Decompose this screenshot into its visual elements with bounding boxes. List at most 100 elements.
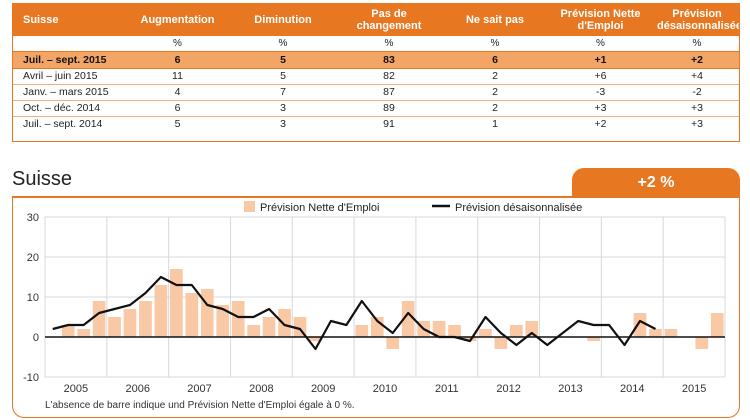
x-tick-label: 2013 (558, 383, 582, 395)
bar (587, 337, 600, 341)
legend-bar-swatch (244, 201, 255, 212)
cell-no-change: 87 (336, 84, 442, 101)
cell-increase: 6 (125, 51, 230, 69)
bar (200, 289, 214, 337)
row-label: Juil. – sept. 2014 (23, 118, 103, 131)
header-dont-know: Ne sait pas (442, 3, 548, 36)
header-country: Suisse (13, 3, 125, 36)
bar (710, 313, 724, 337)
legend-bar-label: Prévision Nette d'Emploi (260, 202, 380, 214)
row-label: Janv. – mars 2015 (13, 84, 125, 101)
unit-cell: % (125, 36, 230, 52)
bar (355, 325, 369, 337)
header-increase: Augmentation (125, 3, 230, 36)
cell-dont-know: 6 (442, 51, 548, 69)
row-label: Juil. – sept. 2015 (13, 51, 125, 69)
cell-increase: 6 (125, 100, 230, 117)
unit-cell: % (230, 36, 336, 52)
y-tick-label: 20 (27, 252, 39, 264)
unit-cell (13, 36, 125, 52)
cell-increase: 4 (125, 84, 230, 101)
bar (139, 301, 152, 337)
row-label: Avril – juin 2015 (13, 68, 125, 85)
unit-cell: % (442, 36, 548, 52)
bar (61, 325, 75, 337)
cell-no-change: 91 (383, 118, 395, 131)
table-row: Juil. – sept. 2014 5 3 91 1 +2 +3 (13, 116, 739, 132)
unit-cell: % (653, 36, 739, 52)
table-row: Avril – juin 2015 11 5 82 2 +6 +4 (13, 68, 739, 85)
bar (231, 301, 245, 337)
y-tick-label: 30 (27, 212, 39, 224)
bar (510, 325, 523, 337)
table-row-current: Juil. – sept. 2015 6 5 83 6 +1 +2 (13, 51, 739, 69)
x-tick-label: 2005 (64, 383, 88, 395)
cell-net-forecast: +2 (594, 118, 607, 131)
bar (525, 321, 539, 337)
cell-decrease: 5 (230, 68, 336, 85)
forecast-table: Suisse Augmentation Diminution Pas de ch… (12, 3, 740, 142)
bar (664, 329, 678, 337)
cell-dont-know: 2 (442, 100, 548, 117)
bar (108, 317, 121, 337)
x-tick-label: 2014 (620, 383, 644, 395)
bar (432, 321, 446, 337)
bar (154, 285, 168, 337)
bar (170, 269, 183, 337)
x-tick-label: 2008 (249, 383, 273, 395)
cell-seasonally-adjusted: +3 (691, 118, 703, 131)
cell-net-forecast: +6 (548, 68, 653, 85)
cell-decrease: 3 (230, 100, 336, 117)
title-underline (12, 196, 572, 198)
cell-seasonally-adjusted: +3 (653, 100, 739, 117)
unit-cell: % (336, 36, 442, 52)
cell-decrease: 3 (280, 118, 286, 131)
bar (262, 317, 276, 337)
bar (370, 317, 384, 337)
bar (216, 305, 230, 337)
x-tick-label: 2015 (682, 383, 706, 395)
x-tick-label: 2009 (311, 383, 335, 395)
row-label: Oct. – déc. 2014 (13, 100, 125, 117)
cell-no-change: 89 (336, 100, 442, 117)
unit-cell: % (548, 36, 653, 52)
cell-seasonally-adjusted: -2 (653, 84, 739, 101)
header-no-change: Pas de changement (336, 3, 442, 36)
country-title: Suisse (12, 168, 73, 190)
x-tick-label: 2011 (435, 383, 459, 395)
x-tick-label: 2010 (373, 383, 397, 395)
bar (386, 337, 400, 349)
cell-no-change: 83 (336, 51, 442, 69)
cell-decrease: 5 (230, 51, 336, 69)
bar (77, 329, 90, 337)
forecast-badge: +2 % (572, 168, 740, 198)
legend-line-label: Prévision désaisonnalisée (455, 202, 582, 214)
seasonally-adjusted-line (52, 275, 657, 351)
bar (494, 337, 508, 349)
header-net-forecast: Prévision Nette d'Emploi (548, 3, 653, 36)
bar (695, 337, 709, 349)
cell-no-change: 82 (336, 68, 442, 85)
bar (309, 337, 322, 341)
cell-dont-know: 2 (442, 84, 548, 101)
cell-increase: 11 (125, 68, 230, 85)
y-tick-label: 0 (33, 332, 39, 344)
x-tick-label: 2007 (187, 383, 211, 395)
table-row: Janv. – mars 2015 4 7 87 2 -3 -2 (13, 84, 739, 101)
cell-increase: 5 (174, 118, 181, 131)
x-tick-label: 2012 (496, 383, 520, 395)
bar (247, 325, 260, 337)
table-row: Oct. – déc. 2014 6 3 89 2 +3 +3 (13, 100, 739, 117)
bar (92, 301, 106, 337)
bar (633, 313, 647, 337)
cell-net-forecast: -3 (548, 84, 653, 101)
chart-footnote: L'absence de barre indique und Prévision… (45, 400, 355, 411)
chart-frame (12, 196, 740, 418)
y-tick-label: 10 (27, 292, 39, 304)
cell-seasonally-adjusted: +2 (653, 51, 739, 69)
header-decrease: Diminution (230, 3, 336, 36)
x-tick-label: 2006 (125, 383, 149, 395)
cell-dont-know: 2 (442, 68, 548, 85)
bar (479, 329, 492, 337)
